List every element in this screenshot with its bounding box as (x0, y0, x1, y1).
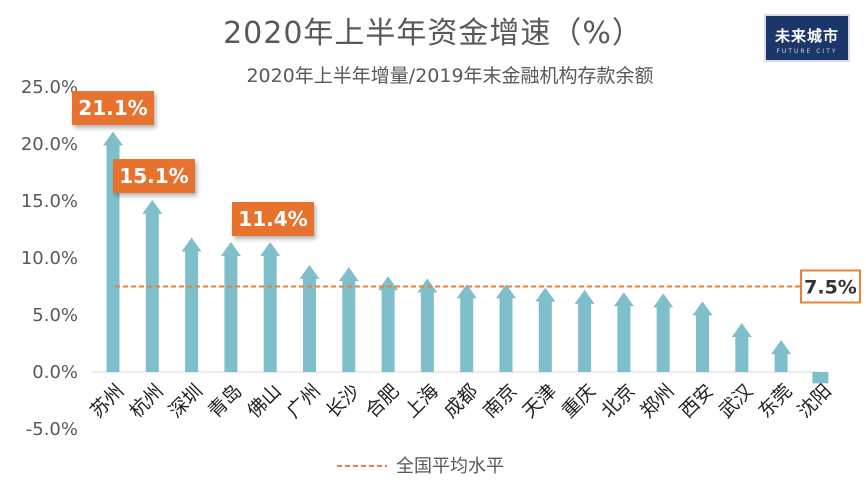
x-tick-label: 佛山 (243, 380, 285, 422)
x-tick-label: 合肥 (361, 380, 403, 422)
average-label-box (800, 269, 861, 304)
bars-group (92, 131, 829, 384)
data-label: 11.4% (238, 207, 307, 231)
data-label: 21.1% (78, 96, 147, 120)
legend-label: 全国平均水平 (396, 456, 504, 477)
x-tick-label: 南京 (479, 380, 521, 422)
x-tick-label: 广州 (283, 380, 325, 422)
y-tick-label: 15.0% (21, 191, 78, 212)
chart-subtitle: 2020年上半年增量/2019年末金融机构存款余额 (246, 65, 654, 87)
x-tick-label: 成都 (440, 380, 482, 422)
x-tick-label: 深圳 (165, 380, 207, 422)
callout-box (113, 159, 195, 193)
reference-line-group: 7.5% (115, 269, 861, 304)
y-tick-label: 10.0% (21, 248, 78, 269)
y-tick-label: -5.0% (26, 419, 78, 440)
bar-北京 (613, 292, 634, 372)
legend: 全国平均水平 (337, 456, 504, 477)
x-tick-label: 天津 (518, 380, 560, 422)
x-tick-label: 长沙 (322, 380, 364, 422)
bar-南京 (496, 284, 516, 372)
logo-text: 未来城市 (774, 27, 839, 45)
data-label-callouts: 21.1% 15.1% 11.4% (72, 91, 314, 236)
bar-成都 (456, 284, 477, 372)
bar-广州 (299, 264, 320, 372)
bar-上海 (417, 278, 438, 372)
y-tick-label: 20.0% (21, 134, 78, 155)
bar-合肥 (378, 276, 399, 372)
bar-天津 (535, 287, 556, 372)
x-tick-label: 北京 (597, 380, 639, 422)
bar-郑州 (653, 293, 674, 372)
bar-青岛 (220, 242, 241, 372)
logo-subtext: FUTURE CITY (776, 48, 838, 55)
callout-box (232, 202, 314, 236)
x-tick-label: 杭州 (125, 380, 167, 422)
x-tick-label: 青岛 (204, 380, 246, 422)
bar-西安 (692, 301, 713, 372)
x-tick-label: 重庆 (558, 380, 600, 422)
y-axis: 25.0% 20.0% 15.0% 10.0% 5.0% 0.0% -5.0% (21, 77, 78, 440)
y-tick-label: 25.0% (21, 77, 78, 98)
brand-logo: 未来城市 FUTURE CITY (764, 14, 850, 62)
bar-沈阳 (812, 372, 829, 384)
bar-重庆 (574, 289, 595, 372)
y-tick-label: 5.0% (32, 305, 78, 326)
y-tick-label: 0.0% (32, 362, 78, 383)
x-tick-label: 西安 (676, 380, 718, 422)
bar-东莞 (771, 340, 792, 372)
x-tick-label: 苏州 (86, 380, 128, 422)
data-label: 15.1% (119, 164, 188, 188)
x-tick-label: 沈阳 (793, 380, 835, 422)
callout-box (72, 91, 154, 125)
x-tick-label: 郑州 (636, 380, 678, 422)
bar-杭州 (142, 199, 163, 372)
bar-深圳 (181, 237, 202, 372)
x-tick-label: 东莞 (754, 380, 796, 422)
x-tick-label: 武汉 (715, 380, 757, 422)
x-tick-label: 上海 (400, 380, 442, 422)
bar-武汉 (731, 322, 752, 372)
bar-长沙 (338, 267, 359, 372)
average-label: 7.5% (804, 277, 857, 299)
chart-title: 2020年上半年资金增速（%） (223, 16, 643, 51)
bar-佛山 (260, 242, 281, 372)
